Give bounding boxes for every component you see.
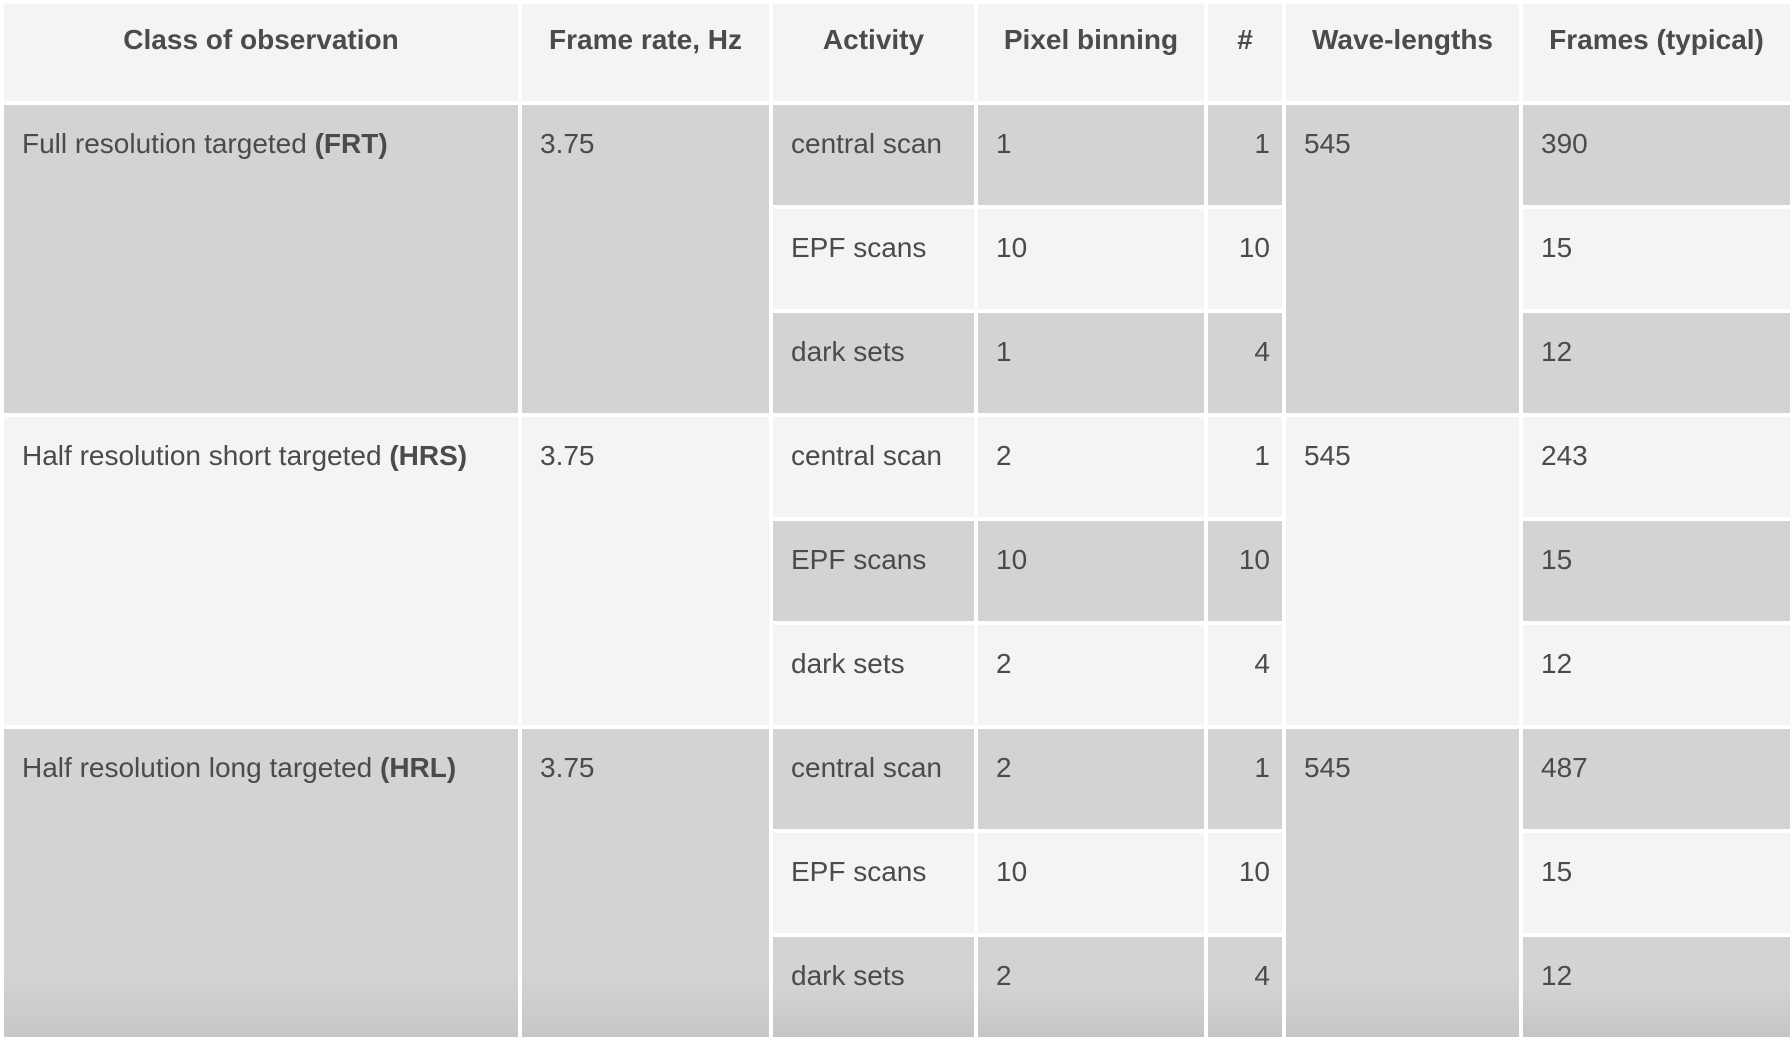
table-row: dark sets 1 4 12 [2,309,1790,417]
frames-cell: 390 [1519,101,1790,209]
observation-group-frt: Full resolution targeted (FRT) 3.75 cent… [0,101,1790,417]
class-abbreviation: (HRS) [389,440,468,471]
class-abbreviation: (FRT) [314,128,388,159]
header-class-of-observation: Class of observation [0,0,522,105]
frames-cell: 487 [1519,725,1790,833]
frame-rate-cell: 3.75 [518,413,773,729]
class-abbreviation: (HRL) [380,752,457,783]
table-row: dark sets 2 4 12 [2,621,1790,729]
header-activity: Activity [769,0,978,105]
count-cell: 10 [1204,205,1286,313]
count-cell: 4 [1204,933,1286,1041]
activity-cell: EPF scans [769,205,978,313]
count-cell: 10 [1204,517,1286,625]
pixel-binning-cell: 2 [974,933,1208,1041]
header-wavelengths: Wave-lengths [1282,0,1523,105]
count-cell: 4 [1204,309,1286,417]
frames-cell: 15 [1519,205,1790,313]
count-cell: 10 [1204,829,1286,937]
class-of-observation-cell: Half resolution long targeted (HRL) [0,725,522,1041]
activity-cell: EPF scans [769,517,978,625]
frames-cell: 12 [1519,933,1790,1041]
table-header: Class of observation Frame rate, Hz Acti… [0,0,1790,105]
pixel-binning-cell: 1 [974,309,1208,417]
observation-group-hrs: Half resolution short targeted (HRS) 3.7… [0,413,1790,729]
pixel-binning-cell: 10 [974,517,1208,625]
frames-cell: 12 [1519,621,1790,729]
pixel-binning-cell: 2 [974,725,1208,833]
class-name: Half resolution long targeted [22,752,373,783]
class-of-observation-cell: Full resolution targeted (FRT) [0,101,522,417]
pixel-binning-cell: 10 [974,205,1208,313]
table-row: EPF scans 10 10 15 [2,205,1790,313]
frame-rate-cell: 3.75 [518,101,773,417]
class-of-observation-cell: Half resolution short targeted (HRS) [0,413,522,729]
table-row: dark sets 2 4 12 [2,933,1790,1041]
activity-cell: central scan [769,101,978,209]
wavelengths-cell: 545 [1282,413,1523,729]
observation-group-hrl: Half resolution long targeted (HRL) 3.75… [0,725,1790,1041]
pixel-binning-cell: 2 [974,621,1208,729]
pixel-binning-cell: 1 [974,101,1208,209]
frames-cell: 243 [1519,413,1790,521]
pixel-binning-cell: 2 [974,413,1208,521]
activity-cell: EPF scans [769,829,978,937]
count-cell: 4 [1204,621,1286,729]
activity-cell: dark sets [769,309,978,417]
count-cell: 1 [1204,101,1286,209]
header-pixel-binning: Pixel binning [974,0,1208,105]
frames-cell: 15 [1519,829,1790,937]
header-count: # [1204,0,1286,105]
frames-cell: 12 [1519,309,1790,417]
header-row: Class of observation Frame rate, Hz Acti… [0,0,1790,105]
class-name: Full resolution targeted [22,128,307,159]
activity-cell: central scan [769,413,978,521]
wavelengths-cell: 545 [1282,101,1523,417]
count-cell: 1 [1204,725,1286,833]
wavelengths-cell: 545 [1282,725,1523,1041]
count-cell: 1 [1204,413,1286,521]
class-name: Half resolution short targeted [22,440,382,471]
frames-cell: 15 [1519,517,1790,625]
activity-cell: dark sets [769,621,978,729]
table-row: Half resolution short targeted (HRS) 3.7… [0,413,1790,729]
activity-cell: central scan [769,725,978,833]
header-frame-rate: Frame rate, Hz [518,0,773,105]
table-row: Full resolution targeted (FRT) 3.75 cent… [0,101,1790,417]
table-row: Half resolution long targeted (HRL) 3.75… [0,725,1790,1041]
table-row: EPF scans 10 10 15 [2,517,1790,625]
frame-rate-cell: 3.75 [518,725,773,1041]
table-row: EPF scans 10 10 15 [2,829,1790,937]
activity-cell: dark sets [769,933,978,1041]
pixel-binning-cell: 10 [974,829,1208,937]
header-frames-typical: Frames (typical) [1519,0,1790,105]
